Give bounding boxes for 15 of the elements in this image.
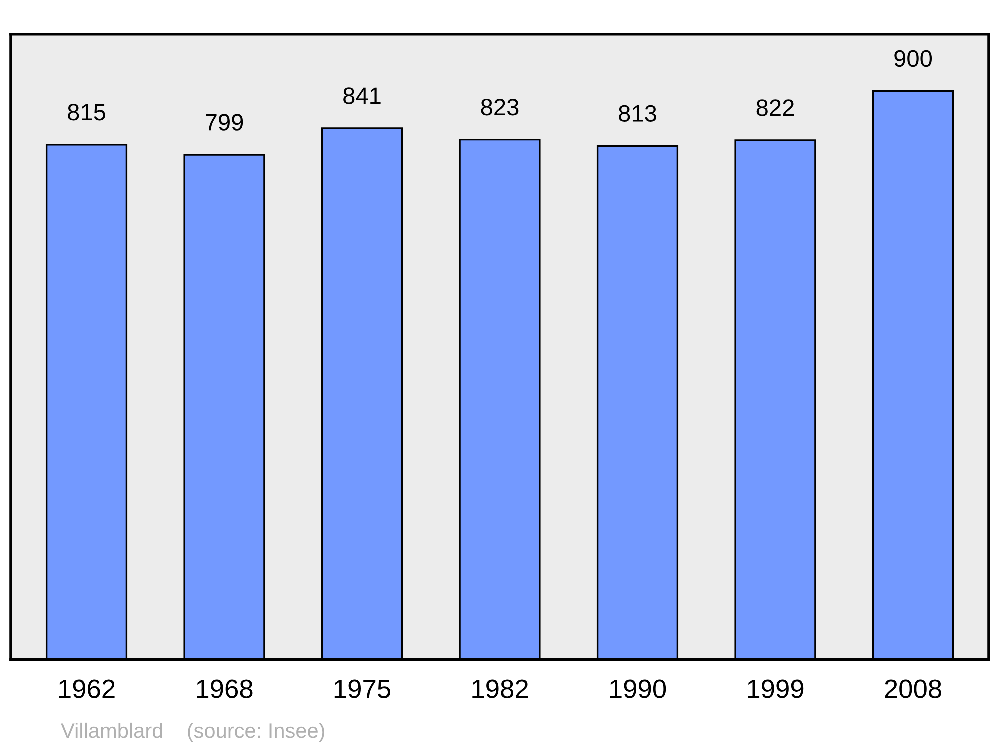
text: Villamblard (source: Insee) xyxy=(61,722,324,742)
data-label: 799 xyxy=(206,114,244,131)
data-label: 822 xyxy=(756,100,794,116)
x-tick-label: 1975 xyxy=(334,680,391,698)
x-tick-label: 2008 xyxy=(885,680,942,698)
data-label: 841 xyxy=(344,88,381,104)
x-tick-label: 1999 xyxy=(748,680,804,698)
data-label: 823 xyxy=(481,99,519,116)
data-label: 815 xyxy=(68,104,106,121)
x-tick-label: 1990 xyxy=(610,680,666,698)
data-label: 900 xyxy=(894,50,932,68)
data-label: 813 xyxy=(619,105,656,122)
x-tick-label: 1968 xyxy=(197,680,253,698)
x-tick-label: 1962 xyxy=(59,680,115,698)
x-tick-label: 1982 xyxy=(472,680,528,698)
